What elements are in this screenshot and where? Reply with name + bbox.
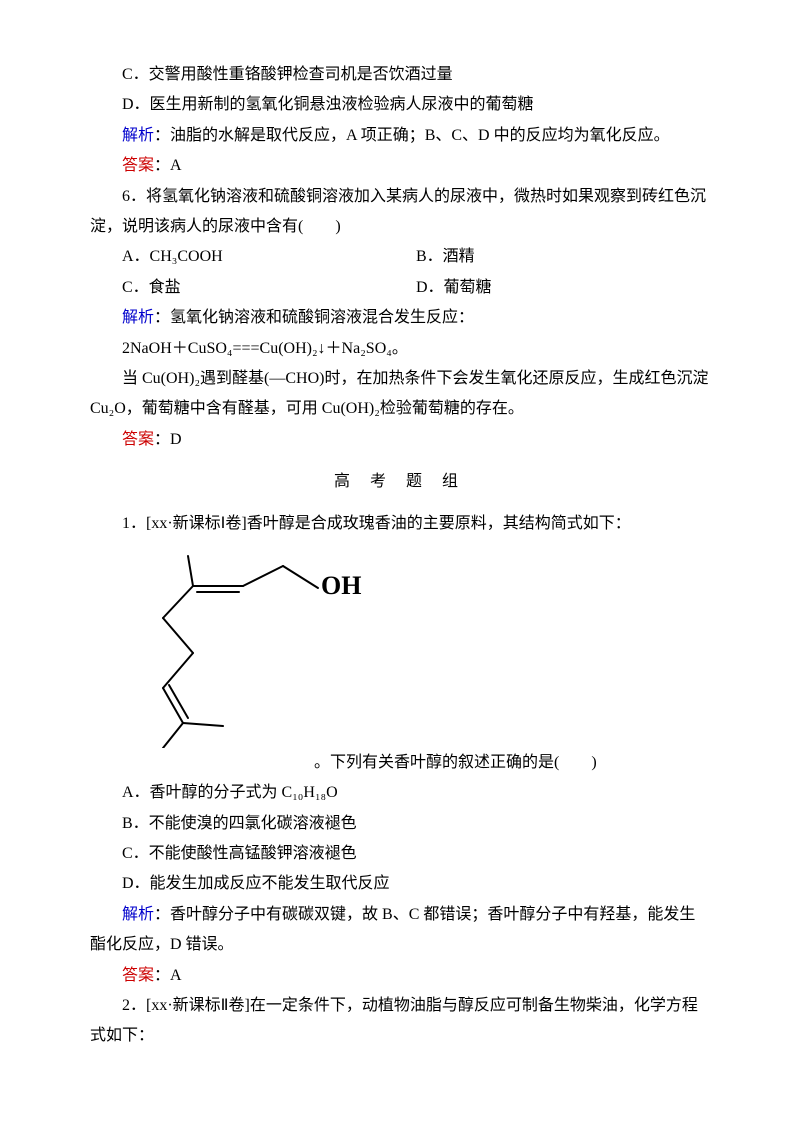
q5-answer-line: 答案：A: [90, 151, 710, 181]
geraniol-structure-diagram: OH: [138, 548, 368, 748]
gq1-analysis-line: 解析：香叶醇分子中有碳碳双键，故 B、C 都错误；香叶醇分子中有羟基，能发生酯化…: [90, 900, 710, 961]
q6-answer-text: ：D: [154, 431, 182, 448]
q6-stem: 6．将氢氧化钠溶液和硫酸铜溶液加入某病人的尿液中，微热时如果观察到砖红色沉淀，说…: [90, 182, 710, 243]
answer-label: 答案: [122, 157, 154, 174]
q5-answer-text: ：A: [154, 157, 182, 174]
answer-label: 答案: [122, 431, 154, 448]
q6-equation: 2NaOH＋CuSO₄===Cu(OH)₂↓＋Na₂SO₄。: [90, 334, 710, 364]
q6-answer-line: 答案：D: [90, 425, 710, 455]
q6-analysis-line: 解析：氢氧化钠溶液和硫酸铜溶液混合发生反应：: [90, 303, 710, 333]
oh-label: OH: [321, 571, 361, 600]
q5-analysis-text: ：油脂的水解是取代反应，A 项正确；B、C、D 中的反应均为氧化反应。: [154, 127, 670, 144]
q6-option-b: B．酒精: [416, 242, 710, 272]
q6-analysis2: 当 Cu(OH)₂遇到醛基(—CHO)时，在加热条件下会发生氧化还原反应，生成红…: [90, 364, 710, 425]
q6-analysis-text: ：氢氧化钠溶液和硫酸铜溶液混合发生反应：: [154, 309, 474, 326]
q6-option-d: D．葡萄糖: [416, 273, 710, 303]
analysis-label: 解析: [122, 906, 154, 923]
gq1-stem: 1．[xx·新课标Ⅰ卷]香叶醇是合成玫瑰香油的主要原料，其结构简式如下：: [90, 509, 710, 539]
q5-analysis-line: 解析：油脂的水解是取代反应，A 项正确；B、C、D 中的反应均为氧化反应。: [90, 121, 710, 151]
analysis-label: 解析: [122, 127, 154, 144]
gq1-analysis-text: ：香叶醇分子中有碳碳双键，故 B、C 都错误；香叶醇分子中有羟基，能发生酯化反应…: [90, 906, 695, 953]
q6-options-row1: A．CH₃COOH B．酒精: [90, 242, 710, 272]
gq1-answer-text: ：A: [154, 967, 182, 984]
gq1-option-d: D．能发生加成反应不能发生取代反应: [90, 869, 710, 899]
section-heading: 高 考 题 组: [90, 467, 710, 497]
gq1-answer-line: 答案：A: [90, 961, 710, 991]
gq1-option-c: C．不能使酸性高锰酸钾溶液褪色: [90, 839, 710, 869]
analysis-label: 解析: [122, 309, 154, 326]
q6-option-c: C．食盐: [122, 273, 416, 303]
q6-option-a: A．CH₃COOH: [122, 242, 416, 272]
answer-label: 答案: [122, 967, 154, 984]
gq1-option-b: B．不能使溴的四氯化碳溶液褪色: [90, 809, 710, 839]
q6-options-row2: C．食盐 D．葡萄糖: [90, 273, 710, 303]
q5-option-d: D．医生用新制的氢氧化铜悬浊液检验病人尿液中的葡萄糖: [90, 90, 710, 120]
gq1-caption: 。下列有关香叶醇的叙述正确的是( ): [90, 748, 710, 778]
gq1-option-a: A．香叶醇的分子式为 C₁₀H₁₈O: [90, 778, 710, 808]
gq2-stem: 2．[xx·新课标Ⅱ卷]在一定条件下，动植物油脂与醇反应可制备生物柴油，化学方程…: [90, 991, 710, 1052]
q5-option-c: C．交警用酸性重铬酸钾检查司机是否饮酒过量: [90, 60, 710, 90]
